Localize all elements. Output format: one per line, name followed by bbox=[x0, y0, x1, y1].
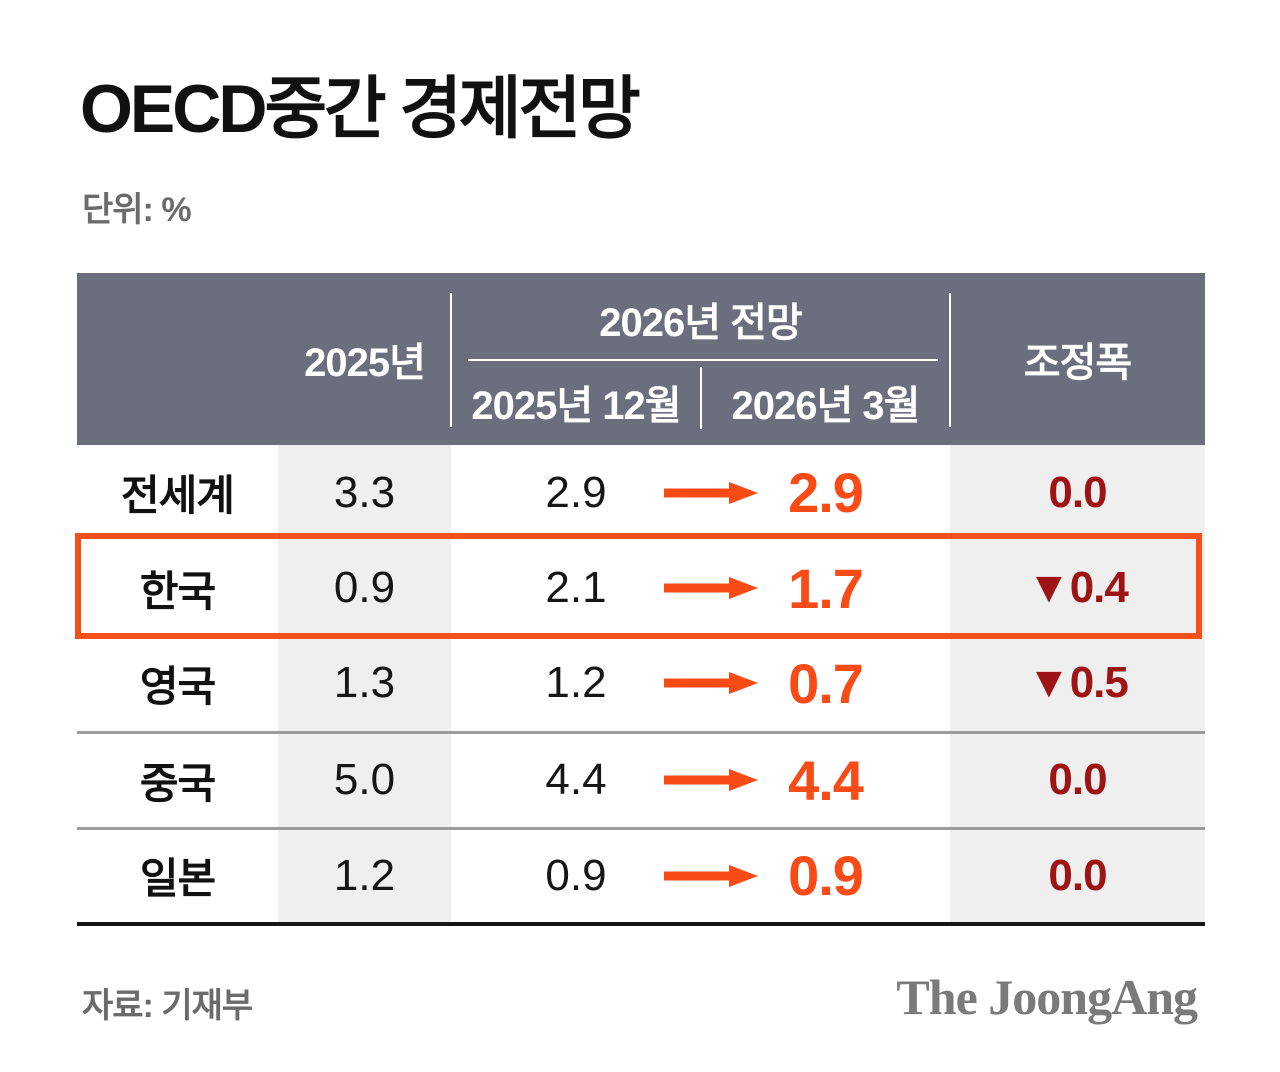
header-divider-line bbox=[949, 293, 951, 427]
value-dec-forecast: 2.1 bbox=[545, 563, 607, 613]
header-sub-divider-line bbox=[700, 367, 702, 429]
header-subcol-dec: 2025년 12월 bbox=[471, 384, 681, 428]
page-title: OECD중간 경제전망 bbox=[80, 71, 641, 147]
table-row-china: 중국 5.0 4.4 4.4 0.0 bbox=[77, 731, 1205, 827]
table-body: 전세계 3.3 2.9 2.9 0.0 한국 0.9 2.1 bbox=[75, 445, 1205, 926]
header-col-2025: 2025년 bbox=[304, 341, 426, 385]
value-adjust: ▼0.5 bbox=[950, 635, 1205, 732]
header-subcol-mar: 2026년 3월 bbox=[731, 384, 921, 428]
value-adjust: 0.0 bbox=[950, 445, 1205, 541]
arrow-right-icon bbox=[662, 481, 758, 505]
header-col-adjust: 조정폭 bbox=[1023, 341, 1132, 385]
table-row-uk: 영국 1.3 1.2 0.7 ▼0.5 bbox=[77, 635, 1205, 732]
joongang-logo: The JoongAng bbox=[896, 969, 1198, 1025]
value-2025: 0.9 bbox=[278, 540, 451, 636]
value-mar-forecast: 0.9 bbox=[788, 844, 864, 908]
header-divider-line bbox=[450, 293, 452, 427]
value-2025: 3.3 bbox=[278, 445, 451, 541]
value-dec-forecast: 1.2 bbox=[545, 658, 607, 708]
value-mar-forecast: 0.7 bbox=[788, 651, 864, 715]
arrow-right-icon bbox=[662, 671, 758, 695]
arrow-right-icon bbox=[662, 576, 758, 600]
table-row-world: 전세계 3.3 2.9 2.9 0.0 bbox=[77, 445, 1205, 541]
value-dec-forecast: 4.4 bbox=[545, 755, 607, 805]
arrow-right-icon bbox=[662, 768, 758, 792]
value-dec-forecast: 0.9 bbox=[545, 850, 607, 900]
forecast-cell: 1.2 0.7 bbox=[451, 636, 950, 731]
source-label: 자료: 기재부 bbox=[82, 987, 253, 1025]
value-2025: 5.0 bbox=[278, 734, 451, 827]
value-adjust: ▼0.4 bbox=[950, 540, 1205, 636]
value-adjust: 0.0 bbox=[950, 734, 1205, 827]
forecast-cell: 2.9 2.9 bbox=[451, 445, 950, 540]
country-label: 영국 bbox=[139, 662, 216, 710]
header-group-underline bbox=[468, 359, 938, 361]
forecast-table: 2025년 2026년 전망 2025년 12월 2026년 3월 조정폭 전세… bbox=[75, 273, 1205, 926]
country-label: 일본 bbox=[139, 855, 216, 903]
country-label: 전세계 bbox=[121, 472, 235, 520]
header-group-2026-label: 2026년 전망 bbox=[599, 301, 803, 345]
value-adjust: 0.0 bbox=[950, 829, 1205, 922]
value-mar-forecast: 4.4 bbox=[788, 748, 864, 812]
table-header: 2025년 2026년 전망 2025년 12월 2026년 3월 조정폭 bbox=[77, 273, 1205, 445]
value-mar-forecast: 2.9 bbox=[788, 461, 864, 525]
value-mar-forecast: 1.7 bbox=[788, 556, 864, 620]
value-dec-forecast: 2.9 bbox=[545, 467, 607, 517]
unit-label: 단위: % bbox=[82, 191, 192, 229]
arrow-right-icon bbox=[662, 864, 758, 888]
forecast-cell: 4.4 4.4 bbox=[451, 734, 950, 826]
header-group-2026: 2026년 전망 2025년 12월 2026년 3월 bbox=[451, 273, 950, 445]
country-label: 중국 bbox=[139, 759, 216, 807]
value-2025: 1.2 bbox=[278, 829, 451, 922]
forecast-cell: 0.9 0.9 bbox=[451, 830, 950, 922]
country-label: 한국 bbox=[139, 567, 216, 615]
forecast-cell: 2.1 1.7 bbox=[451, 540, 950, 635]
table-row-korea: 한국 0.9 2.1 1.7 ▼0.4 bbox=[75, 533, 1205, 639]
table-row-japan: 일본 1.2 0.9 0.9 0.0 bbox=[77, 826, 1205, 922]
value-2025: 1.3 bbox=[278, 635, 451, 732]
